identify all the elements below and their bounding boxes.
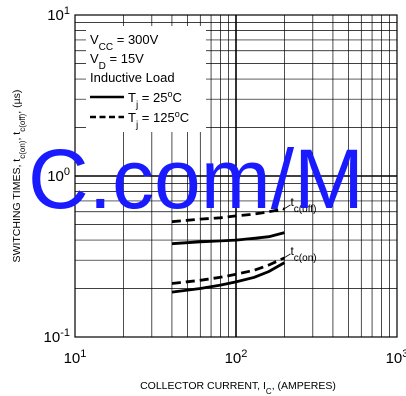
- legend-entry-125c: Tj = 125oC: [128, 109, 189, 131]
- tcoff-125c-curve: [171, 207, 285, 224]
- x-tick-labels: 101 102 103: [64, 348, 406, 367]
- tcoff-25c-curve: [171, 231, 285, 246]
- x-tick-label: 101: [64, 348, 87, 367]
- legend-condition-vd: VD = 15V: [90, 51, 144, 72]
- annotation-leader: [282, 253, 291, 260]
- x-tick-label: 103: [386, 348, 406, 367]
- y-axis-label: SWITCHING TIMES, tc(on), tc(off), (µs): [11, 90, 27, 263]
- y-tick-label: 10-1: [44, 327, 70, 346]
- curve-annotations: tc(off) tc(on): [282, 195, 317, 263]
- tcon-25c-curve: [171, 261, 286, 294]
- annotation-label: tc(on): [290, 244, 316, 263]
- legend-condition-load: Inductive Load: [90, 70, 175, 85]
- grid-lines: [75, 15, 397, 337]
- y-tick-label: 100: [47, 166, 70, 185]
- y-tick-label: 101: [47, 5, 70, 24]
- plot-frame: [74, 14, 398, 338]
- annotation-leader: [282, 204, 291, 211]
- legend: VCC = 300V VD = 15V Inductive Load Tj = …: [86, 26, 206, 132]
- series-layer: [171, 207, 286, 294]
- x-axis-label: COLLECTOR CURRENT, IC, (AMPERES): [140, 380, 336, 396]
- legend-background: [86, 26, 206, 132]
- legend-condition-vcc: VCC = 300V: [90, 32, 159, 53]
- tcon-125c-curve: [171, 256, 286, 285]
- x-tick-label: 102: [225, 348, 248, 367]
- legend-entry-25c: Tj = 25oC: [128, 89, 182, 111]
- watermark-text: C.com/M: [28, 132, 364, 226]
- annotation-label: tc(off): [290, 195, 316, 215]
- y-tick-labels: 10-1 100 101: [44, 5, 70, 346]
